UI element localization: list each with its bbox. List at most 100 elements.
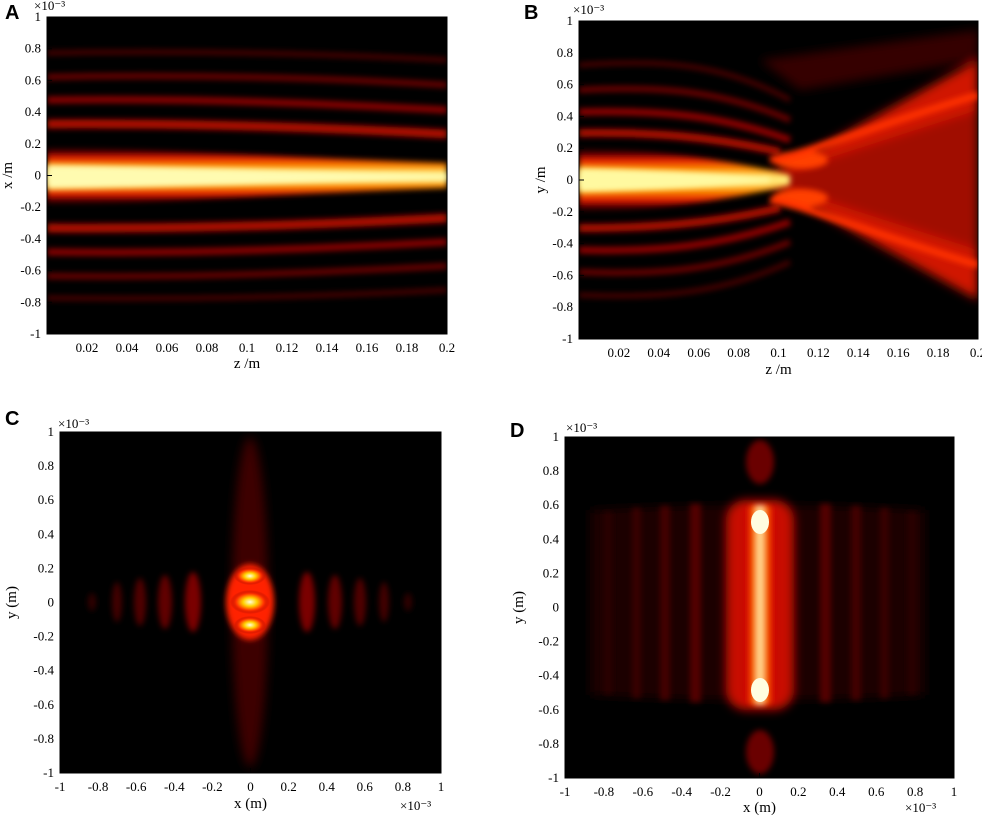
panel-c-y-tick-label: 1 [48, 424, 55, 439]
panel-c-y-tick-label: -0.2 [33, 629, 54, 644]
panel-b-y-tick-label: 1 [567, 13, 574, 28]
panel-d-x-axis-label: x (m) [743, 800, 776, 816]
panel-a-plot [46, 16, 448, 335]
panel-b-y-tick-label: -0.2 [552, 204, 573, 219]
panel-c-x-tick-label: 1 [438, 779, 445, 794]
panel-c-x-tick-label: 0 [247, 779, 254, 794]
panel-c-x-tick-label: -0.2 [202, 779, 223, 794]
panel-d-x-tick-label: 0.2 [790, 784, 806, 799]
panel-c-x-tick-label: -0.6 [126, 779, 147, 794]
panel-a-y-tick-label: -0.4 [20, 231, 41, 246]
panel-b-x-tick-label: 0.18 [927, 345, 950, 360]
panel-d-y-tick-label: 0.8 [543, 463, 559, 478]
panel-b-x-tick-label: 0.04 [647, 345, 670, 360]
panel-a-x-tick-label: 0.08 [196, 340, 219, 355]
panel-c-x-tick-label: -1 [55, 779, 66, 794]
panel-label-b: B [524, 2, 539, 24]
panel-a-x-tick-label: 0.1 [239, 340, 255, 355]
panel-d-x-tick-label: -0.4 [671, 784, 692, 799]
panel-c-y-tick-label: 0.8 [38, 458, 54, 473]
panel-b-y-tick-label: 0 [567, 172, 574, 187]
panel-b-y-exponent: ×10⁻³ [573, 2, 604, 17]
panel-a-y-tick-label: 1 [35, 9, 42, 24]
panel-a-y-tick-label: 0.6 [25, 72, 42, 87]
panel-c-y-tick-label: 0.6 [38, 492, 55, 507]
panel-c-x-tick-label: 0.2 [280, 779, 296, 794]
panel-c-x-axis-label: x (m) [234, 796, 267, 812]
panel-c-y-tick-label: 0.4 [38, 526, 55, 541]
panel-b-y-tick-label: -1 [562, 331, 573, 346]
panel-d-x-tick-label: 0.8 [907, 784, 923, 799]
panel-d-y-tick-label: 0 [553, 600, 560, 615]
panel-d-plot [564, 436, 955, 779]
panel-b-y-tick-label: 0.4 [557, 108, 574, 123]
panel-d-x-tick-label: 0.6 [868, 784, 885, 799]
panel-a-y-axis-label: x /m [0, 162, 16, 189]
panel-c-x-tick-label: 0.8 [395, 779, 411, 794]
panel-a-x-tick-label: 0.02 [76, 340, 99, 355]
panel-d-x-tick-label: 0 [756, 784, 763, 799]
panel-a-x-tick-label: 0.2 [439, 340, 455, 355]
panel-b-plot [578, 20, 979, 340]
panel-c-heatmap [88, 437, 412, 767]
panel-c-y-tick-label: -0.8 [33, 731, 54, 746]
panel-b-y-tick-label: -0.6 [552, 267, 573, 282]
panel-a-y-tick-label: -1 [30, 326, 41, 341]
panel-label-a: A [5, 2, 20, 24]
panel-d-x-tick-label: 1 [951, 784, 958, 799]
panel-a-y-tick-label: 0.8 [25, 41, 41, 56]
panel-a-x-tick-label: 0.16 [356, 340, 379, 355]
panel-d-x-tick-label: -0.8 [594, 784, 615, 799]
panel-b-x-axis-label: z /m [765, 362, 792, 378]
panel-a-y-exponent: ×10⁻³ [34, 0, 65, 13]
panel-a-x-tick-label: 0.12 [276, 340, 299, 355]
panel-c-y-tick-label: 0.2 [38, 560, 54, 575]
panel-b-x-tick-label: 0.08 [727, 345, 750, 360]
panel-b-y-tick-label: -0.4 [552, 236, 573, 251]
panel-b-x-tick-label: 0.02 [608, 345, 631, 360]
panel-b-x-tick-label: 0.12 [807, 345, 830, 360]
panel-b-y-tick-label: 0.6 [557, 77, 574, 92]
panel-b-x-tick-label: 0.1 [770, 345, 786, 360]
panel-a-y-tick-label: -0.2 [20, 199, 41, 214]
panel-c-x-exponent: ×10⁻³ [400, 798, 431, 813]
panel-a-y-tick-label: 0 [35, 168, 42, 183]
panel-d-y-tick-label: 0.2 [543, 565, 559, 580]
panel-b-x-tick-label: 0.2 [970, 345, 982, 360]
panel-a-y-tick-label: -0.8 [20, 294, 41, 309]
panel-b-heatmap [579, 30, 978, 300]
panel-d-y-exponent: ×10⁻³ [566, 420, 597, 435]
panel-b-y-tick-label: -0.8 [552, 299, 573, 314]
panel-c-x-tick-label: -0.8 [88, 779, 109, 794]
panel-d-y-tick-label: -0.6 [538, 702, 559, 717]
panel-c-y-tick-label: 0 [48, 595, 55, 610]
panel-label-c: C [5, 408, 20, 430]
panel-c-y-exponent: ×10⁻³ [58, 416, 89, 431]
panel-d-y-tick-label: -0.4 [538, 668, 559, 683]
panel-b-x-tick-label: 0.14 [847, 345, 870, 360]
panel-a-x-tick-label: 0.18 [396, 340, 419, 355]
panel-c-y-tick-label: -1 [43, 765, 54, 780]
panel-a-x-tick-label: 0.06 [156, 340, 179, 355]
panel-d-y-axis-label: y (m) [511, 591, 527, 624]
panel-d-x-tick-label: -1 [560, 784, 571, 799]
panel-c-y-tick-label: -0.6 [33, 697, 54, 712]
panel-a-x-tick-label: 0.14 [316, 340, 339, 355]
panel-a-heatmap [47, 49, 447, 302]
panel-b-y-tick-label: 0.8 [557, 45, 573, 60]
panel-d-x-exponent: ×10⁻³ [905, 800, 936, 815]
panel-d-y-tick-label: 0.6 [543, 497, 560, 512]
panel-d-y-tick-label: 1 [553, 429, 560, 444]
panel-a-y-tick-label: 0.2 [25, 136, 41, 151]
panel-d-heatmap [590, 440, 925, 774]
panel-b-x-tick-label: 0.06 [687, 345, 710, 360]
panel-c-y-axis-label: y (m) [4, 586, 20, 619]
panel-d-y-tick-label: -0.8 [538, 736, 559, 751]
panel-c-x-tick-label: 0.6 [357, 779, 374, 794]
panel-a-x-tick-label: 0.04 [116, 340, 139, 355]
panel-d-x-tick-label: -0.6 [633, 784, 654, 799]
panel-label-d: D [510, 420, 525, 442]
panel-c-x-tick-label: -0.4 [164, 779, 185, 794]
panel-a-y-tick-label: -0.6 [20, 263, 41, 278]
